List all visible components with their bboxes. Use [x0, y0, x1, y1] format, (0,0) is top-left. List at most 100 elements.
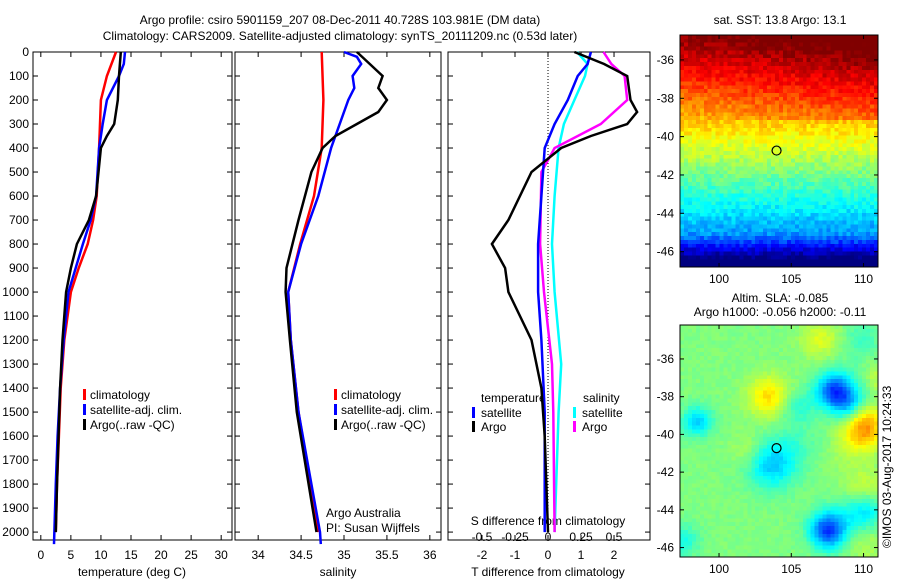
sla-map-image — [680, 325, 878, 557]
x-tick-label: 34.5 — [289, 548, 313, 562]
legend-swatch — [83, 419, 86, 430]
x-tick-label: 0 — [37, 548, 44, 562]
legend-swatch — [334, 389, 337, 400]
map-lat-tick-label: -40 — [657, 427, 675, 441]
x-tick-label: 30 — [214, 548, 228, 562]
legend-swatch — [83, 389, 86, 400]
s-diff-tick-label: -0.25 — [501, 530, 529, 544]
s-diff-tick-label: 0.25 — [569, 530, 593, 544]
x-tick-label: -2 — [477, 548, 488, 562]
map-lon-tick-label: 105 — [781, 272, 801, 286]
map-lat-tick-label: -36 — [657, 53, 675, 67]
legend-swatch — [334, 404, 337, 415]
depth-tick-label: 1700 — [2, 453, 29, 467]
legend-swatch — [472, 421, 475, 432]
map-lat-tick-label: -44 — [657, 206, 675, 220]
x-tick-label: 15 — [124, 548, 138, 562]
sla-map-subtitle: Argo h1000: -0.056 h2000: -0.11 — [694, 305, 867, 319]
legend-label: satellite-adj. clim. — [341, 403, 433, 417]
map-lat-tick-label: -40 — [657, 130, 675, 144]
series-line-s-argo — [538, 51, 629, 533]
figure-title-line2: Climatology: CARS2009. Satellite-adjuste… — [103, 29, 577, 43]
s-diff-tick-label: -0.5 — [472, 530, 493, 544]
x-tick-label: 20 — [154, 548, 168, 562]
annotation-pi: PI: Susan Wijffels — [326, 521, 420, 535]
sst-map-title: sat. SST: 13.8 Argo: 13.1 — [714, 13, 847, 27]
map-lon-tick-label: 105 — [781, 562, 801, 576]
series-line-argo-raw-qc- — [284, 51, 389, 533]
map-1-axes-box — [679, 34, 879, 268]
map-lat-tick-label: -44 — [657, 503, 675, 517]
x-tick-label: 2 — [611, 548, 618, 562]
x-tick-label: 1 — [578, 548, 585, 562]
legend-swatch — [472, 407, 475, 418]
series-line-s-satellite — [550, 51, 589, 533]
legend-swatch — [334, 419, 337, 430]
depth-tick-label: 100 — [9, 69, 29, 83]
legend-header-temperature: temperature — [481, 391, 546, 405]
argo-location-marker — [771, 145, 782, 156]
depth-tick-label: 1400 — [2, 381, 29, 395]
legend-header-salinity: salinity — [583, 391, 620, 405]
map-lon-tick-label: 100 — [709, 272, 729, 286]
legend-label: climatology — [90, 388, 150, 402]
x-tick-label: 36 — [423, 548, 437, 562]
depth-tick-label: 1200 — [2, 333, 29, 347]
x-tick-label: 25 — [184, 548, 198, 562]
series-line-climatology — [54, 51, 118, 533]
depth-tick-label: 1600 — [2, 429, 29, 443]
t-diff-xlabel: T difference from climatology — [471, 565, 625, 579]
map-lon-tick-label: 110 — [854, 272, 873, 286]
legend-swatch — [573, 421, 576, 432]
depth-tick-label: 600 — [9, 189, 29, 203]
series-line-t-satellite — [536, 51, 593, 533]
legend-label: Argo(..raw -QC) — [90, 418, 175, 432]
map-lat-tick-label: -38 — [657, 91, 675, 105]
map-lat-tick-label: -36 — [657, 352, 675, 366]
depth-tick-label: 1100 — [3, 309, 29, 323]
map-2-axes-box — [679, 324, 879, 558]
map-lat-tick-label: -46 — [657, 541, 675, 555]
panel-3-axes-box — [447, 51, 651, 541]
depth-tick-label: 900 — [9, 261, 29, 275]
x-tick-label: 35.5 — [375, 548, 399, 562]
series-line-t-argo — [490, 50, 639, 533]
map-lat-tick-label: -42 — [657, 465, 675, 479]
panel-2-axes-box — [234, 51, 442, 541]
legend-label: Argo — [481, 420, 507, 434]
depth-tick-label: 2000 — [2, 525, 29, 539]
sst-map-image — [680, 35, 878, 267]
panel-1-axes-box — [32, 51, 233, 541]
legend-label: climatology — [341, 388, 401, 402]
annotation-argo-australia: Argo Australia — [326, 506, 401, 520]
figure-title-line1: Argo profile: csiro 5901159_207 08-Dec-2… — [140, 13, 540, 27]
x-tick-label: 10 — [94, 548, 108, 562]
legend-label: Argo(..raw -QC) — [341, 418, 426, 432]
depth-tick-label: 300 — [9, 117, 29, 131]
depth-tick-label: 500 — [9, 165, 29, 179]
depth-tick-label: 1500 — [2, 405, 29, 419]
depth-tick-label: 0 — [22, 45, 29, 59]
argo-location-marker — [771, 443, 782, 454]
series-line-satellite-adj-clim- — [286, 50, 363, 545]
depth-tick-label: 1300 — [2, 357, 29, 371]
sla-map-title: Altim. SLA: -0.085 — [732, 291, 829, 305]
x-tick-label: 0 — [545, 548, 552, 562]
depth-tick-label: 200 — [9, 93, 29, 107]
depth-tick-label: 700 — [9, 213, 29, 227]
s-diff-tick-label: 0.5 — [606, 530, 623, 544]
depth-tick-label: 1900 — [2, 501, 29, 515]
map-lat-tick-label: -42 — [657, 168, 675, 182]
temperature-xlabel: temperature (deg C) — [78, 565, 186, 579]
map-lon-tick-label: 110 — [854, 562, 873, 576]
legend-swatch — [83, 404, 86, 415]
depth-tick-label: 400 — [9, 141, 29, 155]
x-tick-label: -1 — [510, 548, 521, 562]
x-tick-label: 5 — [68, 548, 75, 562]
legend-label: satellite — [582, 406, 623, 420]
x-tick-label: 34 — [251, 548, 265, 562]
series-line-argo-raw-qc- — [54, 51, 123, 533]
map-lat-tick-label: -46 — [657, 245, 675, 259]
depth-tick-label: 800 — [9, 237, 29, 251]
